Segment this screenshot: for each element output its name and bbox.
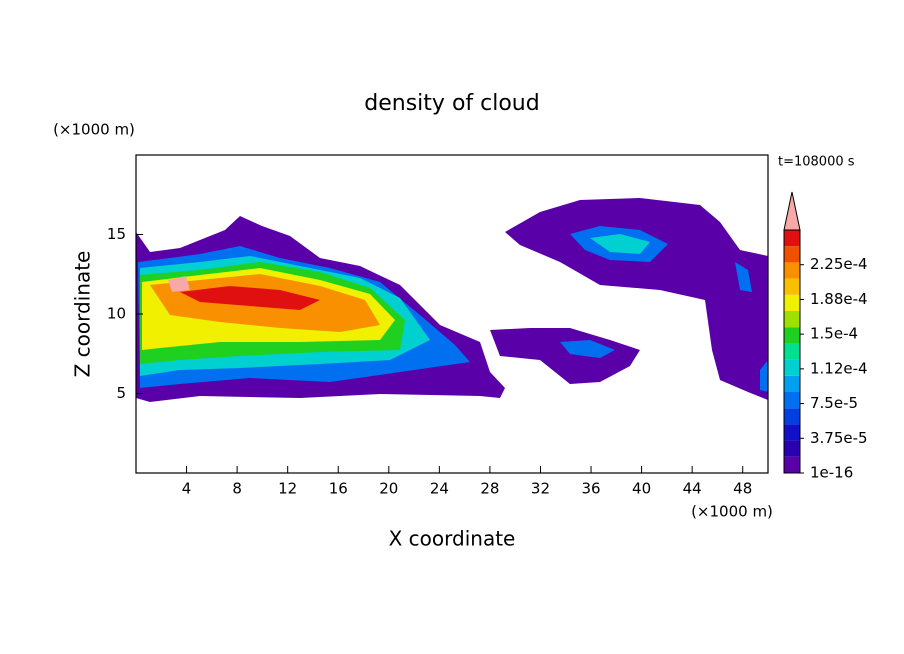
colorbar-band	[784, 392, 800, 409]
x-tick-label: 48	[733, 480, 752, 498]
colorbar-band	[784, 246, 800, 263]
x-tick-label: 12	[278, 480, 297, 498]
x-tick-label: 4	[182, 480, 192, 498]
x-tick-label: 40	[632, 480, 651, 498]
colorbar-band	[784, 440, 800, 457]
colorbar-frame	[783, 229, 801, 474]
colorbar-band	[784, 424, 800, 441]
y-unit: (×1000 m)	[53, 121, 135, 139]
x-tick-label: 44	[683, 480, 702, 498]
y-tick-label: 15	[107, 225, 126, 243]
colorbar-band	[784, 294, 800, 311]
x-tick-label: 36	[581, 480, 600, 498]
colorbar-band	[784, 327, 800, 344]
x-tick-label: 16	[329, 480, 348, 498]
colorbar-band	[784, 262, 800, 279]
colorbar-band	[784, 343, 800, 360]
colorbar-tick-label: 1e-16	[810, 464, 853, 482]
colorbar-tick-label: 1.12e-4	[810, 359, 868, 377]
x-tick-label: 28	[480, 480, 499, 498]
colorbar-band	[784, 359, 800, 376]
colorbar-extend	[783, 191, 801, 231]
y-tick-label: 5	[116, 384, 126, 402]
chart-title: density of cloud	[364, 91, 539, 116]
colorbar-band	[784, 311, 800, 328]
x-tick-label: 24	[430, 480, 449, 498]
colorbar-tick-label: 3.75e-5	[810, 429, 868, 447]
colorbar-band	[784, 408, 800, 425]
y-axis-label: Z coordinate	[71, 251, 95, 378]
y-tick-label: 10	[107, 305, 126, 323]
colorbar-tick-label: 1.88e-4	[810, 290, 868, 308]
colorbar-tick-label: 7.5e-5	[810, 394, 858, 412]
colorbar-band	[784, 456, 800, 473]
colorbar-band	[784, 278, 800, 295]
cloud-field	[136, 198, 768, 402]
x-unit: (×1000 m)	[691, 503, 773, 521]
colorbar-band	[784, 230, 800, 247]
colorbar-band	[784, 375, 800, 392]
colorbar-tick-label: 1.5e-4	[810, 325, 858, 343]
x-tick-label: 20	[379, 480, 398, 498]
time-annotation: t=108000 s	[778, 155, 855, 170]
x-axis-label: X coordinate	[389, 527, 516, 551]
colorbar-tick-label: 2.25e-4	[810, 255, 868, 273]
x-tick-label: 32	[531, 480, 550, 498]
x-tick-label: 8	[232, 480, 242, 498]
